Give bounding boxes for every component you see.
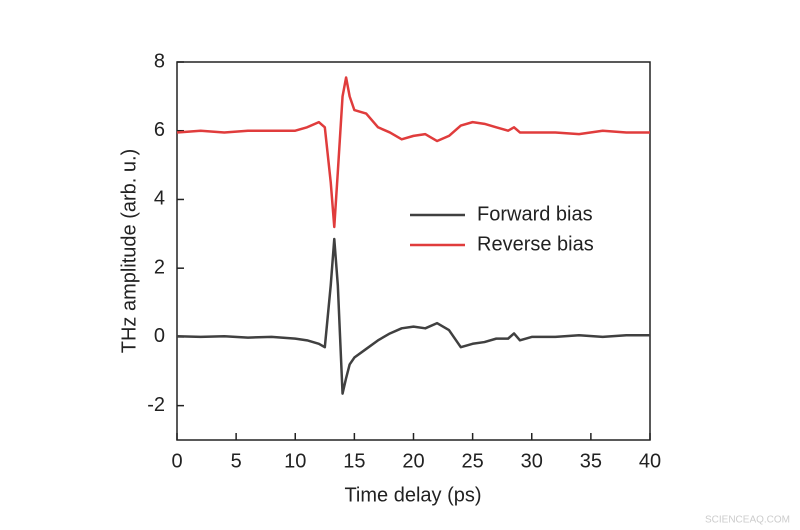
legend-label: Forward bias [477, 203, 593, 225]
x-tick-label: 30 [521, 450, 543, 472]
x-tick-label: 25 [462, 450, 484, 472]
y-tick-label: -2 [147, 394, 165, 416]
y-tick-label: 2 [154, 256, 165, 278]
x-tick-label: 40 [639, 450, 661, 472]
x-tick-label: 15 [343, 450, 365, 472]
y-tick-label: 8 [154, 50, 165, 72]
y-tick-label: 4 [154, 188, 165, 210]
legend-label: Reverse bias [477, 233, 594, 255]
watermark: SCIENCEAQ.COM [705, 515, 790, 526]
y-axis-label: THz amplitude (arb. u.) [118, 149, 140, 354]
x-tick-label: 20 [402, 450, 424, 472]
x-axis-label: Time delay (ps) [344, 484, 481, 506]
x-tick-label: 10 [284, 450, 306, 472]
x-tick-label: 5 [231, 450, 242, 472]
y-tick-label: 0 [154, 325, 165, 347]
series-line [176, 237, 650, 395]
x-tick-label: 0 [171, 450, 182, 472]
series-line [176, 76, 650, 229]
x-tick-label: 35 [580, 450, 602, 472]
y-tick-label: 6 [154, 119, 165, 141]
